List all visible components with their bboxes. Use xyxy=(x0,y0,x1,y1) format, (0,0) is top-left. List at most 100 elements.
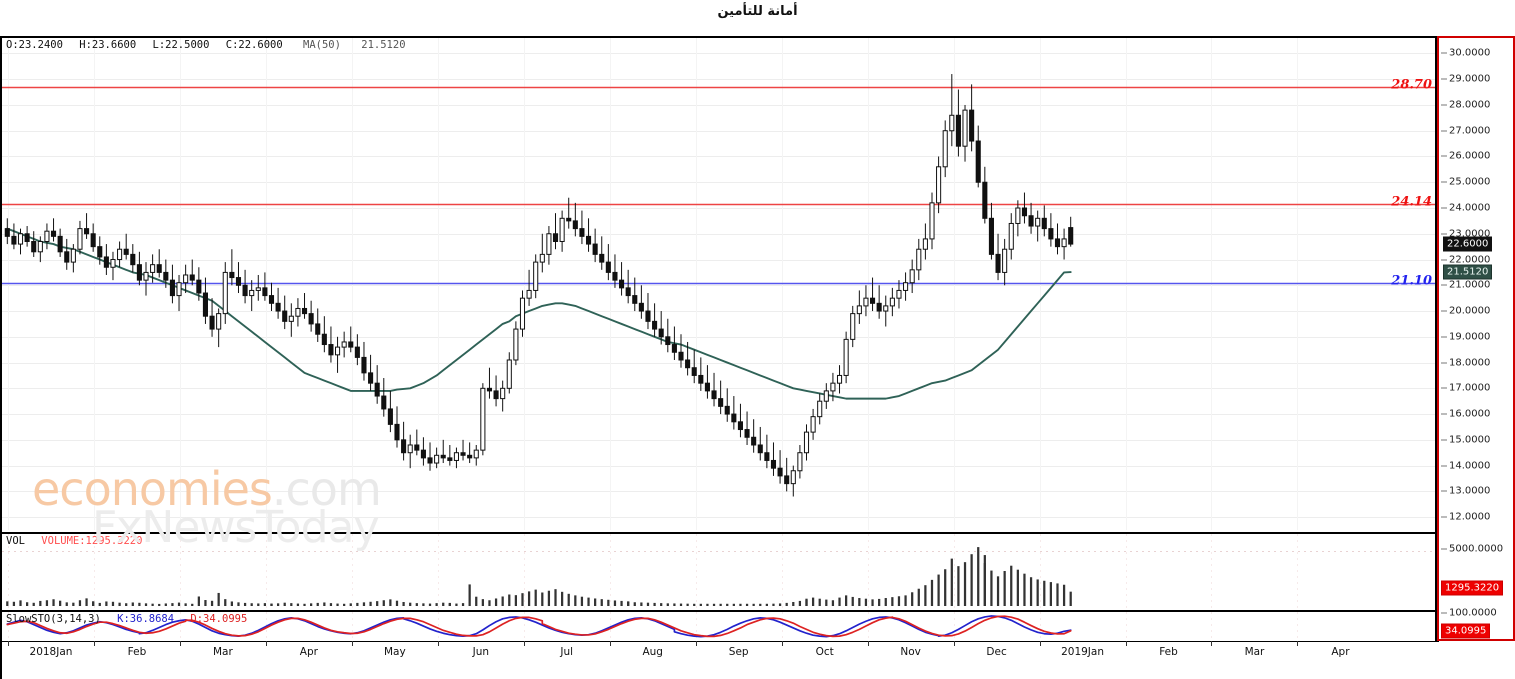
time-tick-label: Aug xyxy=(642,646,663,658)
price-tick-mark xyxy=(1441,181,1447,183)
time-tick-mark xyxy=(1211,641,1212,646)
price-tick-mark xyxy=(1441,104,1447,106)
time-tick-label: Sep xyxy=(728,646,749,658)
time-tick-label: Feb xyxy=(1159,646,1178,658)
price-tick-label: 30.0000 xyxy=(1449,47,1491,59)
price-tick-label: 17.0000 xyxy=(1449,382,1491,394)
price-tick-label: 26.0000 xyxy=(1449,150,1491,162)
price-tick-mark xyxy=(1441,78,1447,80)
stochastic-k-value: K:36.8684 xyxy=(117,613,175,625)
price-tick-label: 15.0000 xyxy=(1449,434,1491,446)
time-tick-mark xyxy=(868,641,869,646)
time-tick-label: Mar xyxy=(213,646,233,658)
chart-frame: O:23.2400 H:23.6600 L:22.5000 C:22.6000 … xyxy=(0,36,1437,643)
time-tick-mark xyxy=(8,641,9,646)
price-tick-label: 22.0000 xyxy=(1449,254,1491,266)
level-label-24-14: 24.14 xyxy=(1391,194,1432,210)
volume-indicator-name: VOL xyxy=(6,535,25,547)
price-tick-label: 14.0000 xyxy=(1449,460,1491,472)
ma-value: 21.5120 xyxy=(361,39,406,51)
stochastic-tick-label: 100.0000 xyxy=(1449,607,1497,619)
time-tick-mark xyxy=(438,641,439,646)
time-tick-label: Feb xyxy=(127,646,147,658)
price-tick-mark xyxy=(1441,284,1447,286)
price-tick-label: 24.0000 xyxy=(1449,202,1491,214)
price-tick-label: 12.0000 xyxy=(1449,511,1491,523)
time-tick-mark xyxy=(266,641,267,646)
price-tick-label: 23.0000 xyxy=(1449,228,1491,240)
ohlc-low-value: 22.5000 xyxy=(165,39,210,51)
time-tick-mark xyxy=(610,641,611,646)
price-tick-label: 28.0000 xyxy=(1449,99,1491,111)
price-tick-mark xyxy=(1441,362,1447,364)
ohlc-open-label: O: xyxy=(6,39,19,51)
time-tick-label: Jul xyxy=(560,646,574,658)
price-tick-mark xyxy=(1441,465,1447,467)
price-tick-label: 13.0000 xyxy=(1449,485,1491,497)
price-badge-green: 21.5120 xyxy=(1443,264,1493,280)
price-plot-svg xyxy=(2,38,1435,530)
price-tick-mark xyxy=(1441,259,1447,261)
stochastic-tick-mark xyxy=(1441,612,1447,614)
stochastic-current-badge: 34.0995 xyxy=(1441,623,1491,639)
time-tick-label: Dec xyxy=(986,646,1007,658)
time-tick-mark xyxy=(1040,641,1041,646)
time-tick-label: Jun xyxy=(472,646,489,658)
price-scale[interactable]: 30.0000 29.0000 28.0000 27.0000 26.0000 25.00… xyxy=(1437,36,1515,641)
time-tick-mark xyxy=(782,641,783,646)
stochastic-infobar: SlowSTO(3,14,3) K:36.8684 D:34.0995 xyxy=(6,613,247,625)
price-panel[interactable]: O:23.2400 H:23.6600 L:22.5000 C:22.6000 … xyxy=(2,38,1435,530)
price-tick-label: 27.0000 xyxy=(1449,125,1491,137)
stochastic-panel[interactable]: SlowSTO(3,14,3) K:36.8684 D:34.0995 xyxy=(2,610,1435,643)
time-tick-label: 2018Jan xyxy=(29,646,73,658)
volume-tick-mark xyxy=(1441,548,1447,550)
volume-tick-label: 5000.0000 xyxy=(1449,543,1504,555)
price-tick-label: 20.0000 xyxy=(1449,305,1491,317)
price-tick-mark xyxy=(1441,439,1447,441)
volume-current-value: VOLUME:1295.3220 xyxy=(41,535,143,547)
time-tick-mark xyxy=(1297,641,1298,646)
price-tick-mark xyxy=(1441,387,1447,389)
price-tick-mark xyxy=(1441,336,1447,338)
page-title: أمانة للتأمين xyxy=(717,4,798,19)
price-badge-black: 22.6000 xyxy=(1443,236,1493,252)
ohlc-close-label: C: xyxy=(225,39,239,51)
ohlc-close-value: 22.6000 xyxy=(238,39,283,51)
time-axis[interactable]: 2018Jan Feb Mar Apr May Jun Jul Aug Sep Oct Nov Dec… xyxy=(0,641,1439,679)
price-tick-label: 16.0000 xyxy=(1449,408,1491,420)
time-tick-mark xyxy=(94,641,95,646)
time-tick-label: Oct xyxy=(815,646,834,658)
stochastic-plot-svg xyxy=(6,612,1298,641)
time-tick-mark xyxy=(180,641,181,646)
price-tick-label: 19.0000 xyxy=(1449,331,1491,343)
level-label-28-70: 28.70 xyxy=(1391,77,1432,93)
ohlc-low-label: L: xyxy=(152,39,166,51)
stochastic-indicator-name: SlowSTO(3,14,3) xyxy=(6,613,101,625)
time-tick-label: Nov xyxy=(900,646,921,658)
ohlc-high-label: H: xyxy=(79,39,92,51)
stochastic-d-value: D:34.0995 xyxy=(190,613,248,625)
time-tick-mark xyxy=(352,641,353,646)
price-tick-label: 21.0000 xyxy=(1449,279,1491,291)
price-tick-label: 25.0000 xyxy=(1449,176,1491,188)
volume-current-badge: 1295.3220 xyxy=(1441,580,1504,596)
time-tick-label: May xyxy=(383,646,406,658)
time-tick-label: 2019Jan xyxy=(1061,646,1105,658)
time-tick-label: Apr xyxy=(1331,646,1350,658)
price-tick-mark xyxy=(1441,155,1447,157)
time-tick-mark xyxy=(954,641,955,646)
price-tick-label: 18.0000 xyxy=(1449,357,1491,369)
ohlc-high-value: 23.6600 xyxy=(91,39,137,51)
price-tick-mark xyxy=(1441,413,1447,415)
ohlc-infobar: O:23.2400 H:23.6600 L:22.5000 C:22.6000 … xyxy=(6,39,406,51)
volume-panel[interactable]: VOL VOLUME:1295.3220 xyxy=(2,532,1435,610)
price-tick-mark xyxy=(1441,516,1447,518)
time-tick-mark xyxy=(1126,641,1127,646)
price-tick-mark xyxy=(1441,130,1447,132)
time-tick-label: Apr xyxy=(299,646,318,658)
level-label-21-10: 21.10 xyxy=(1391,273,1432,289)
price-tick-mark xyxy=(1441,490,1447,492)
ohlc-open-value: 23.2400 xyxy=(18,39,63,51)
price-tick-mark xyxy=(1441,310,1447,312)
